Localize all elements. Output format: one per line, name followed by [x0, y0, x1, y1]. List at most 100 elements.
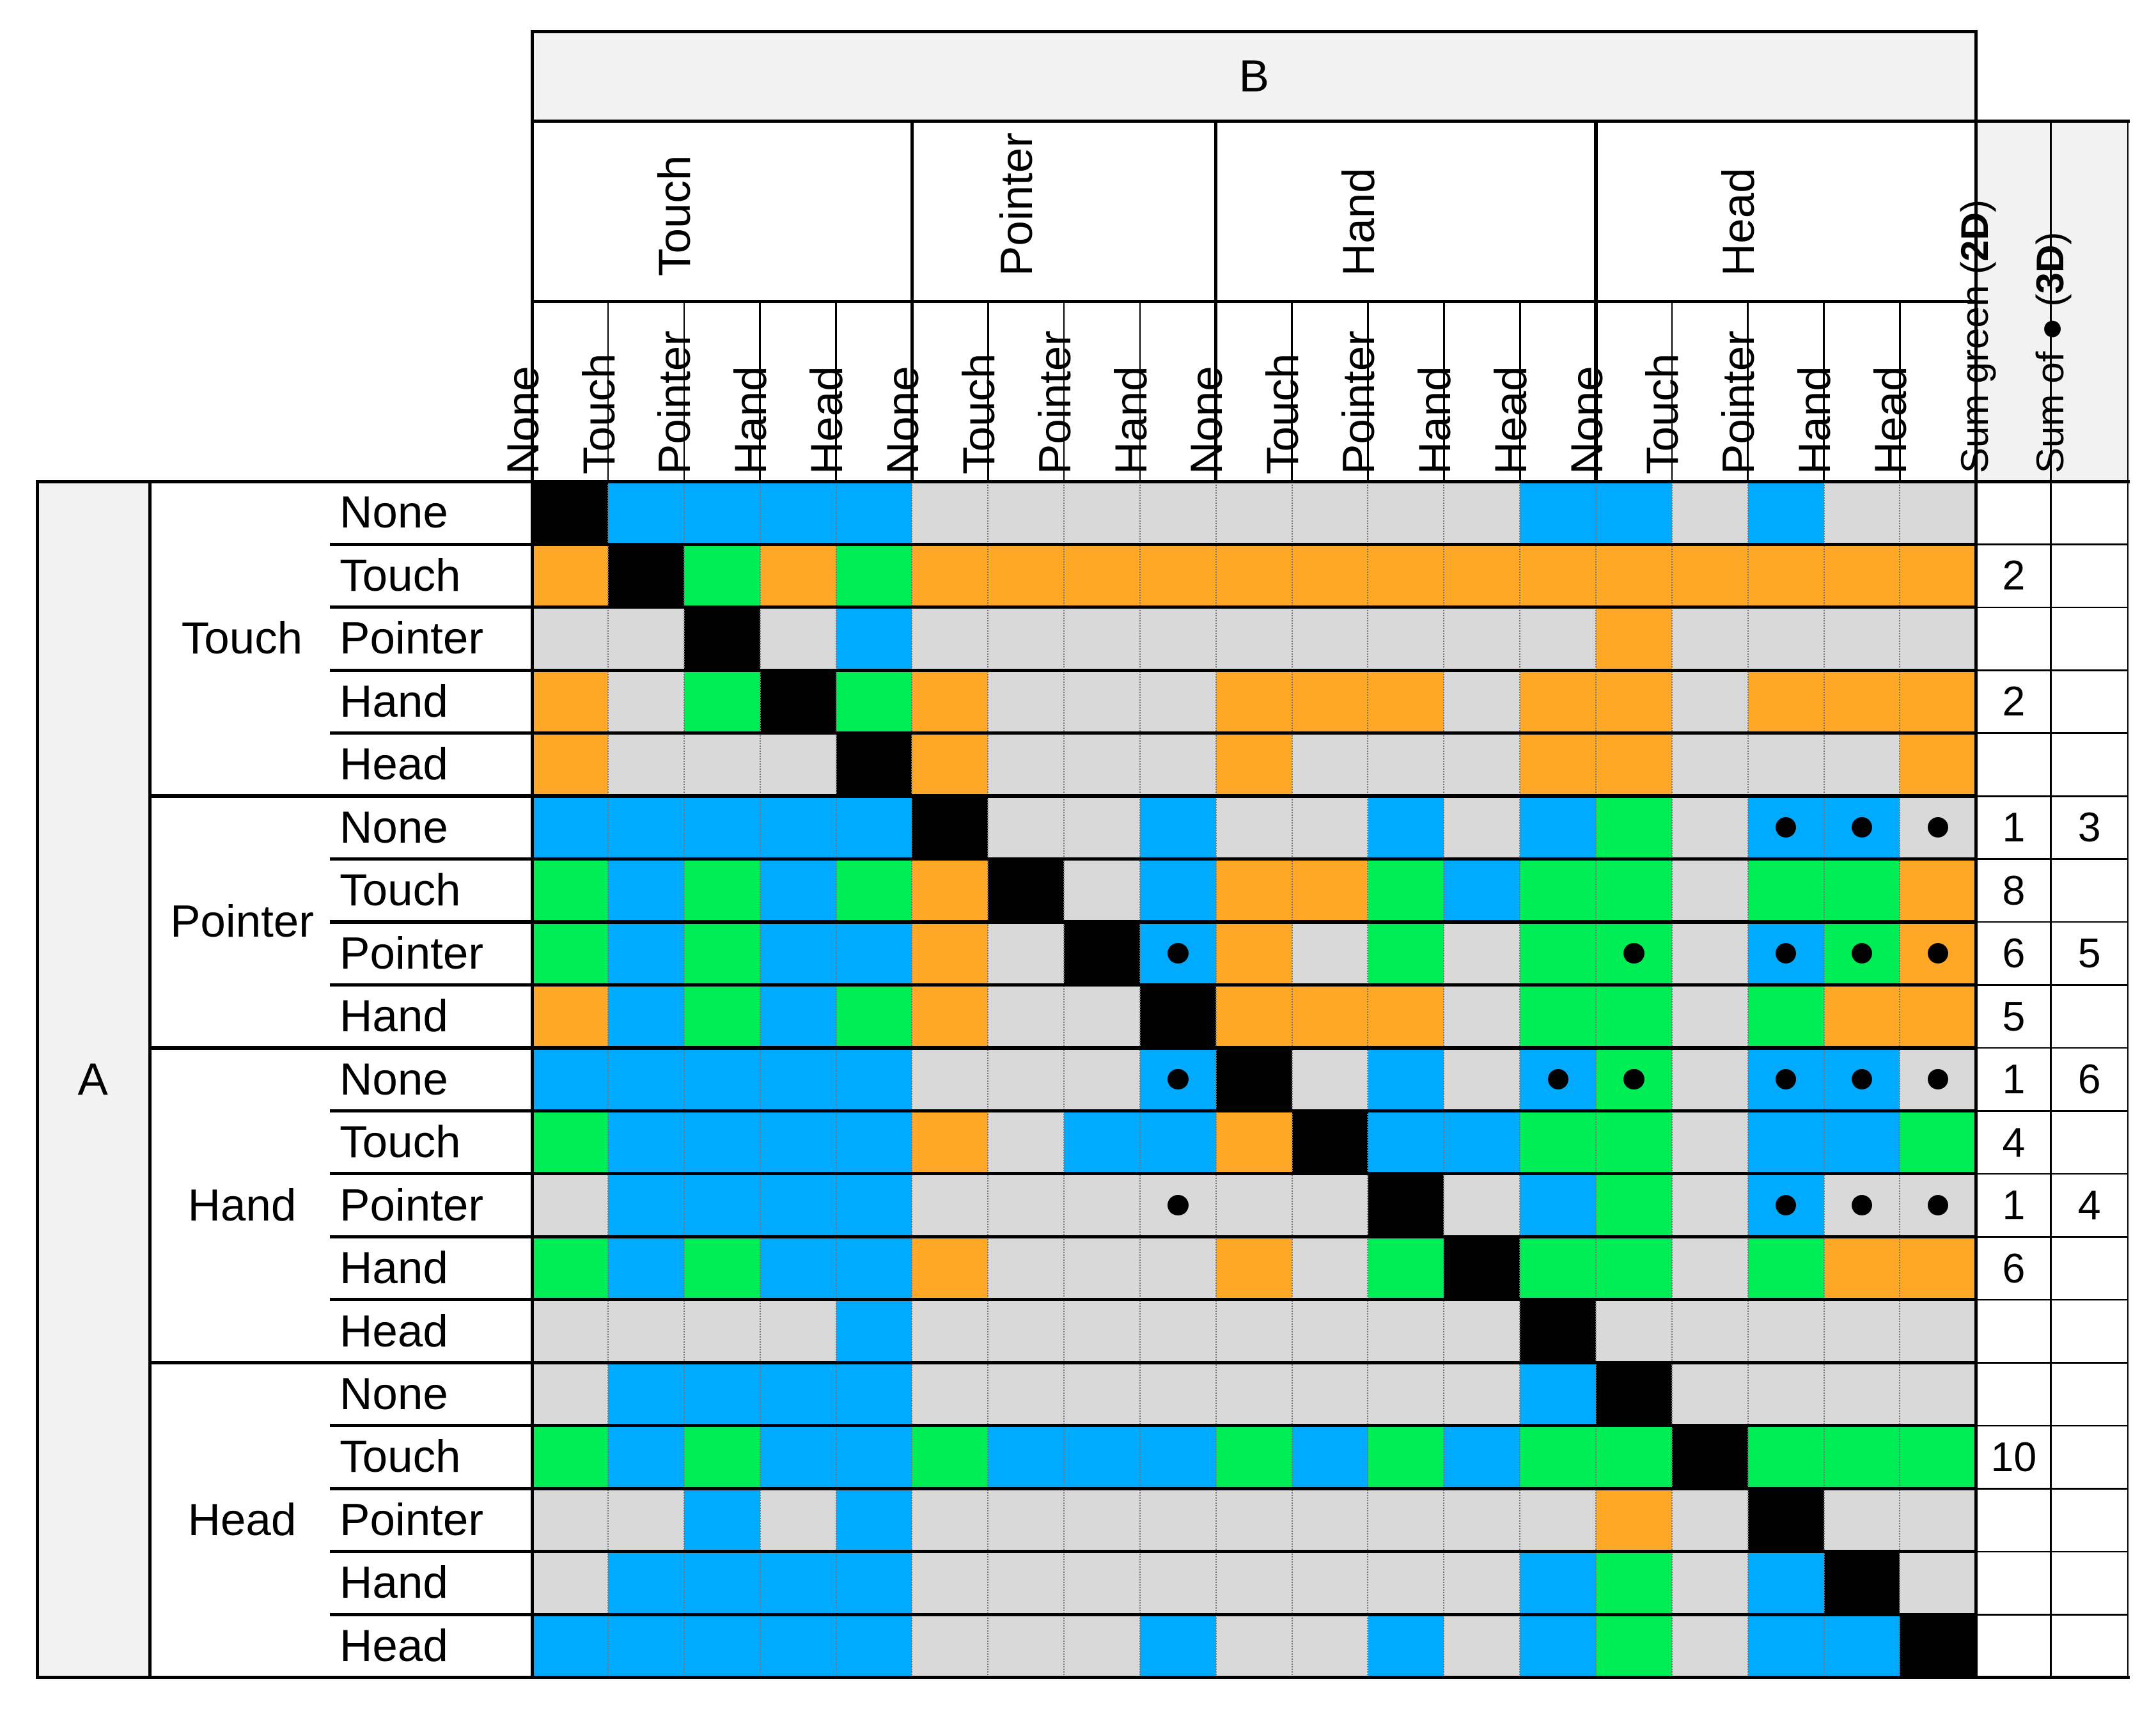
matrix-vline — [1823, 481, 1825, 1678]
matrix-cell — [988, 796, 1065, 860]
matrix-cell — [1596, 985, 1673, 1049]
matrix-vline — [1519, 481, 1521, 1678]
matrix-cell — [532, 1551, 609, 1616]
matrix-cell — [1368, 1237, 1445, 1301]
matrix-cell — [836, 1425, 913, 1490]
matrix-cell — [1444, 1551, 1521, 1616]
matrix-cell — [684, 1614, 762, 1678]
row-separator — [330, 1298, 1976, 1302]
marker-dot — [1927, 1069, 1948, 1090]
matrix-cell — [532, 921, 609, 986]
matrix-cell — [1215, 1111, 1293, 1175]
matrix-cell — [684, 1173, 762, 1238]
matrix-cell — [988, 544, 1065, 608]
matrix-cell — [988, 859, 1065, 923]
matrix-cell — [912, 1425, 989, 1490]
subheader-vline — [607, 300, 609, 481]
matrix-cell — [532, 1237, 609, 1301]
matrix-cell — [1520, 733, 1597, 797]
marker-dot — [1776, 817, 1797, 838]
matrix-cell — [1520, 670, 1597, 734]
sum-dots-header-box: Sum of ● (3D) — [2028, 121, 2127, 481]
matrix-cell — [1368, 1111, 1445, 1175]
matrix-cell — [988, 1488, 1065, 1552]
matrix-cell — [684, 1237, 762, 1301]
matrix-cell — [1671, 1237, 1749, 1301]
matrix-cell — [1139, 985, 1217, 1049]
matrix-cell — [1900, 733, 1977, 797]
matrix-vline — [1747, 481, 1749, 1678]
col-group-label-box: Pointer — [912, 121, 1215, 301]
matrix-cell — [1064, 670, 1141, 734]
matrix-cell — [1064, 1237, 1141, 1301]
matrix-cell — [608, 1237, 685, 1301]
matrix-cell — [1671, 796, 1749, 860]
col-sub-label: Head — [802, 366, 853, 474]
matrix-cell — [836, 1488, 913, 1552]
subheader-vline — [1063, 300, 1065, 481]
row-sub-label: Head — [340, 739, 448, 790]
matrix-cell — [836, 921, 913, 986]
matrix-cell — [1139, 1111, 1217, 1175]
subheader-vline — [1139, 300, 1141, 481]
row-group-separator — [148, 1361, 534, 1364]
subheader-vline — [1671, 300, 1673, 481]
matrix-cell — [1520, 1173, 1597, 1238]
matrix-cell — [760, 859, 837, 923]
matrix-cell — [1520, 985, 1597, 1049]
matrix-cell — [608, 1488, 685, 1552]
sum-row-line — [1976, 858, 2127, 860]
matrix-cell — [912, 481, 989, 545]
matrix-cell — [608, 1551, 685, 1616]
matrix-cell — [1747, 607, 1825, 671]
matrix-cell — [1596, 1425, 1673, 1490]
matrix-cell — [1520, 1614, 1597, 1678]
matrix-cell — [684, 859, 762, 923]
matrix-cell — [988, 1173, 1065, 1238]
matrix-cell — [1444, 921, 1521, 986]
matrix-cell — [1671, 670, 1749, 734]
matrix-cell — [1215, 1362, 1293, 1427]
matrix-cell — [1444, 1425, 1521, 1490]
col-sub-label: Pointer — [1714, 331, 1765, 474]
matrix-cell — [1747, 1425, 1825, 1490]
matrix-cell — [1292, 544, 1369, 608]
sum-dots-header-part-1: 3D — [2028, 244, 2072, 294]
matrix-cell — [608, 481, 685, 545]
matrix-cell — [1368, 1299, 1445, 1364]
matrix-cell — [1139, 859, 1217, 923]
sum-row-line — [1976, 1424, 2127, 1427]
matrix-cell — [912, 985, 989, 1049]
matrix-cell — [1215, 1173, 1293, 1238]
group-vline — [910, 121, 914, 481]
subheader-vline — [1443, 300, 1445, 481]
matrix-cell — [1215, 1614, 1293, 1678]
matrix-cell — [912, 1111, 989, 1175]
matrix-cell — [760, 1551, 837, 1616]
row-separator — [330, 731, 1976, 735]
matrix-cell — [1215, 796, 1293, 860]
matrix-cell — [1747, 985, 1825, 1049]
matrix-cell — [532, 607, 609, 671]
matrix-cell — [760, 1047, 837, 1112]
matrix-cell — [836, 544, 913, 608]
matrix-cell — [1292, 1111, 1369, 1175]
matrix-cell — [988, 1614, 1065, 1678]
row-sub-label: Hand — [340, 1243, 448, 1294]
matrix-cell — [1444, 1362, 1521, 1427]
subheader-vline — [1519, 300, 1521, 481]
matrix-cell — [532, 544, 609, 608]
matrix-cell — [1368, 1488, 1445, 1552]
matrix-cell — [1368, 607, 1445, 671]
matrix-cell — [608, 859, 685, 923]
matrix-cell — [684, 796, 762, 860]
matrix-cell — [836, 985, 913, 1049]
col-sub-label: Touch — [1637, 353, 1689, 474]
matrix-cell — [1520, 1488, 1597, 1552]
matrix-cell — [1596, 733, 1673, 797]
matrix-cell — [988, 921, 1065, 986]
row-sub-label: None — [340, 1054, 448, 1105]
sum-row-line — [1976, 984, 2127, 986]
matrix-cell — [1824, 481, 1901, 545]
matrix-cell — [532, 1425, 609, 1490]
